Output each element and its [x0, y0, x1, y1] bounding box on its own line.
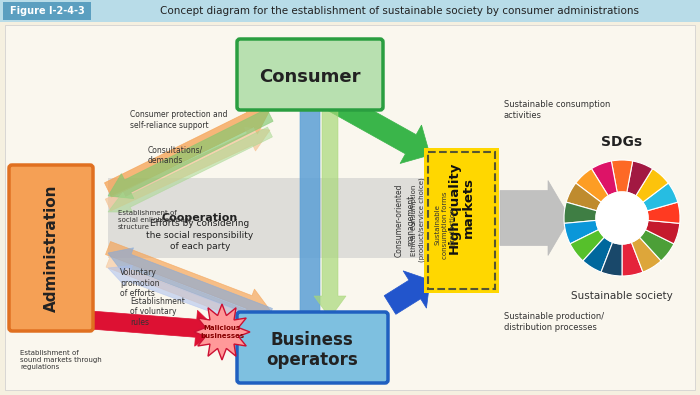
- Text: Sustainable society: Sustainable society: [571, 291, 673, 301]
- Text: Concept diagram for the establishment of sustainable society by consumer adminis: Concept diagram for the establishment of…: [160, 6, 640, 16]
- Bar: [428, 152, 495, 289]
- Wedge shape: [564, 202, 597, 223]
- Text: Consumer-oriented
management: Consumer-oriented management: [395, 183, 415, 257]
- Bar: [0, 0, 700, 22]
- Bar: [3, 2, 91, 20]
- Text: Administration: Administration: [43, 184, 59, 312]
- Text: Malicious
businesses: Malicious businesses: [200, 325, 244, 339]
- Circle shape: [596, 192, 648, 244]
- Wedge shape: [583, 237, 612, 272]
- Polygon shape: [290, 88, 330, 318]
- Polygon shape: [106, 257, 270, 327]
- Polygon shape: [500, 181, 570, 256]
- Polygon shape: [304, 78, 430, 164]
- Polygon shape: [314, 105, 346, 318]
- Polygon shape: [106, 241, 270, 315]
- Polygon shape: [194, 304, 250, 360]
- Text: Figure I-2-4-3: Figure I-2-4-3: [10, 6, 85, 16]
- Text: Sustainable
consumption forms
production/: Sustainable consumption forms production…: [435, 191, 455, 259]
- Polygon shape: [108, 265, 272, 333]
- Text: Sustainable consumption
activities: Sustainable consumption activities: [504, 100, 610, 120]
- Text: Sustainable production/
distribution processes: Sustainable production/ distribution pro…: [504, 312, 604, 332]
- Text: Efforts by considering
the social responsibility
of each party: Efforts by considering the social respon…: [146, 219, 253, 250]
- Wedge shape: [575, 169, 608, 202]
- Wedge shape: [622, 242, 643, 276]
- FancyBboxPatch shape: [5, 25, 695, 390]
- Text: SDGs: SDGs: [601, 135, 643, 149]
- Text: Voluntary
promotion
of efforts: Voluntary promotion of efforts: [120, 268, 160, 298]
- Wedge shape: [570, 229, 605, 261]
- Text: High-quality
markets: High-quality markets: [447, 162, 475, 254]
- FancyBboxPatch shape: [237, 312, 388, 383]
- FancyBboxPatch shape: [237, 39, 383, 110]
- Polygon shape: [64, 309, 218, 346]
- Polygon shape: [105, 128, 270, 211]
- Text: Establishment of
sound markets through
regulations: Establishment of sound markets through r…: [20, 350, 101, 370]
- Wedge shape: [640, 229, 674, 261]
- Text: Cooperation: Cooperation: [162, 213, 238, 223]
- Wedge shape: [611, 160, 633, 192]
- Text: Ethical consumption
(product/service choice): Ethical consumption (product/service cho…: [412, 178, 425, 262]
- Wedge shape: [631, 237, 661, 272]
- Text: Consumer: Consumer: [259, 68, 360, 86]
- Polygon shape: [384, 271, 430, 314]
- Polygon shape: [108, 248, 272, 322]
- Wedge shape: [564, 220, 598, 244]
- Polygon shape: [104, 105, 270, 197]
- Bar: [424, 148, 499, 293]
- Bar: [108, 178, 448, 258]
- Wedge shape: [645, 220, 680, 244]
- Wedge shape: [592, 161, 617, 196]
- Polygon shape: [108, 109, 273, 199]
- Wedge shape: [566, 183, 601, 211]
- Text: Consumer protection and
self-reliance support: Consumer protection and self-reliance su…: [130, 110, 228, 130]
- Text: Establishment of
social enlightenment
structure: Establishment of social enlightenment st…: [118, 210, 192, 230]
- Polygon shape: [108, 127, 272, 212]
- Wedge shape: [601, 242, 622, 276]
- Text: Consultations/
demands: Consultations/ demands: [148, 145, 203, 165]
- Wedge shape: [643, 183, 678, 211]
- Wedge shape: [647, 202, 680, 223]
- Text: Establishment
of voluntary
rules: Establishment of voluntary rules: [130, 297, 185, 327]
- Text: Business
operators: Business operators: [266, 331, 358, 369]
- Wedge shape: [636, 169, 668, 202]
- FancyBboxPatch shape: [9, 165, 93, 331]
- Wedge shape: [626, 161, 652, 196]
